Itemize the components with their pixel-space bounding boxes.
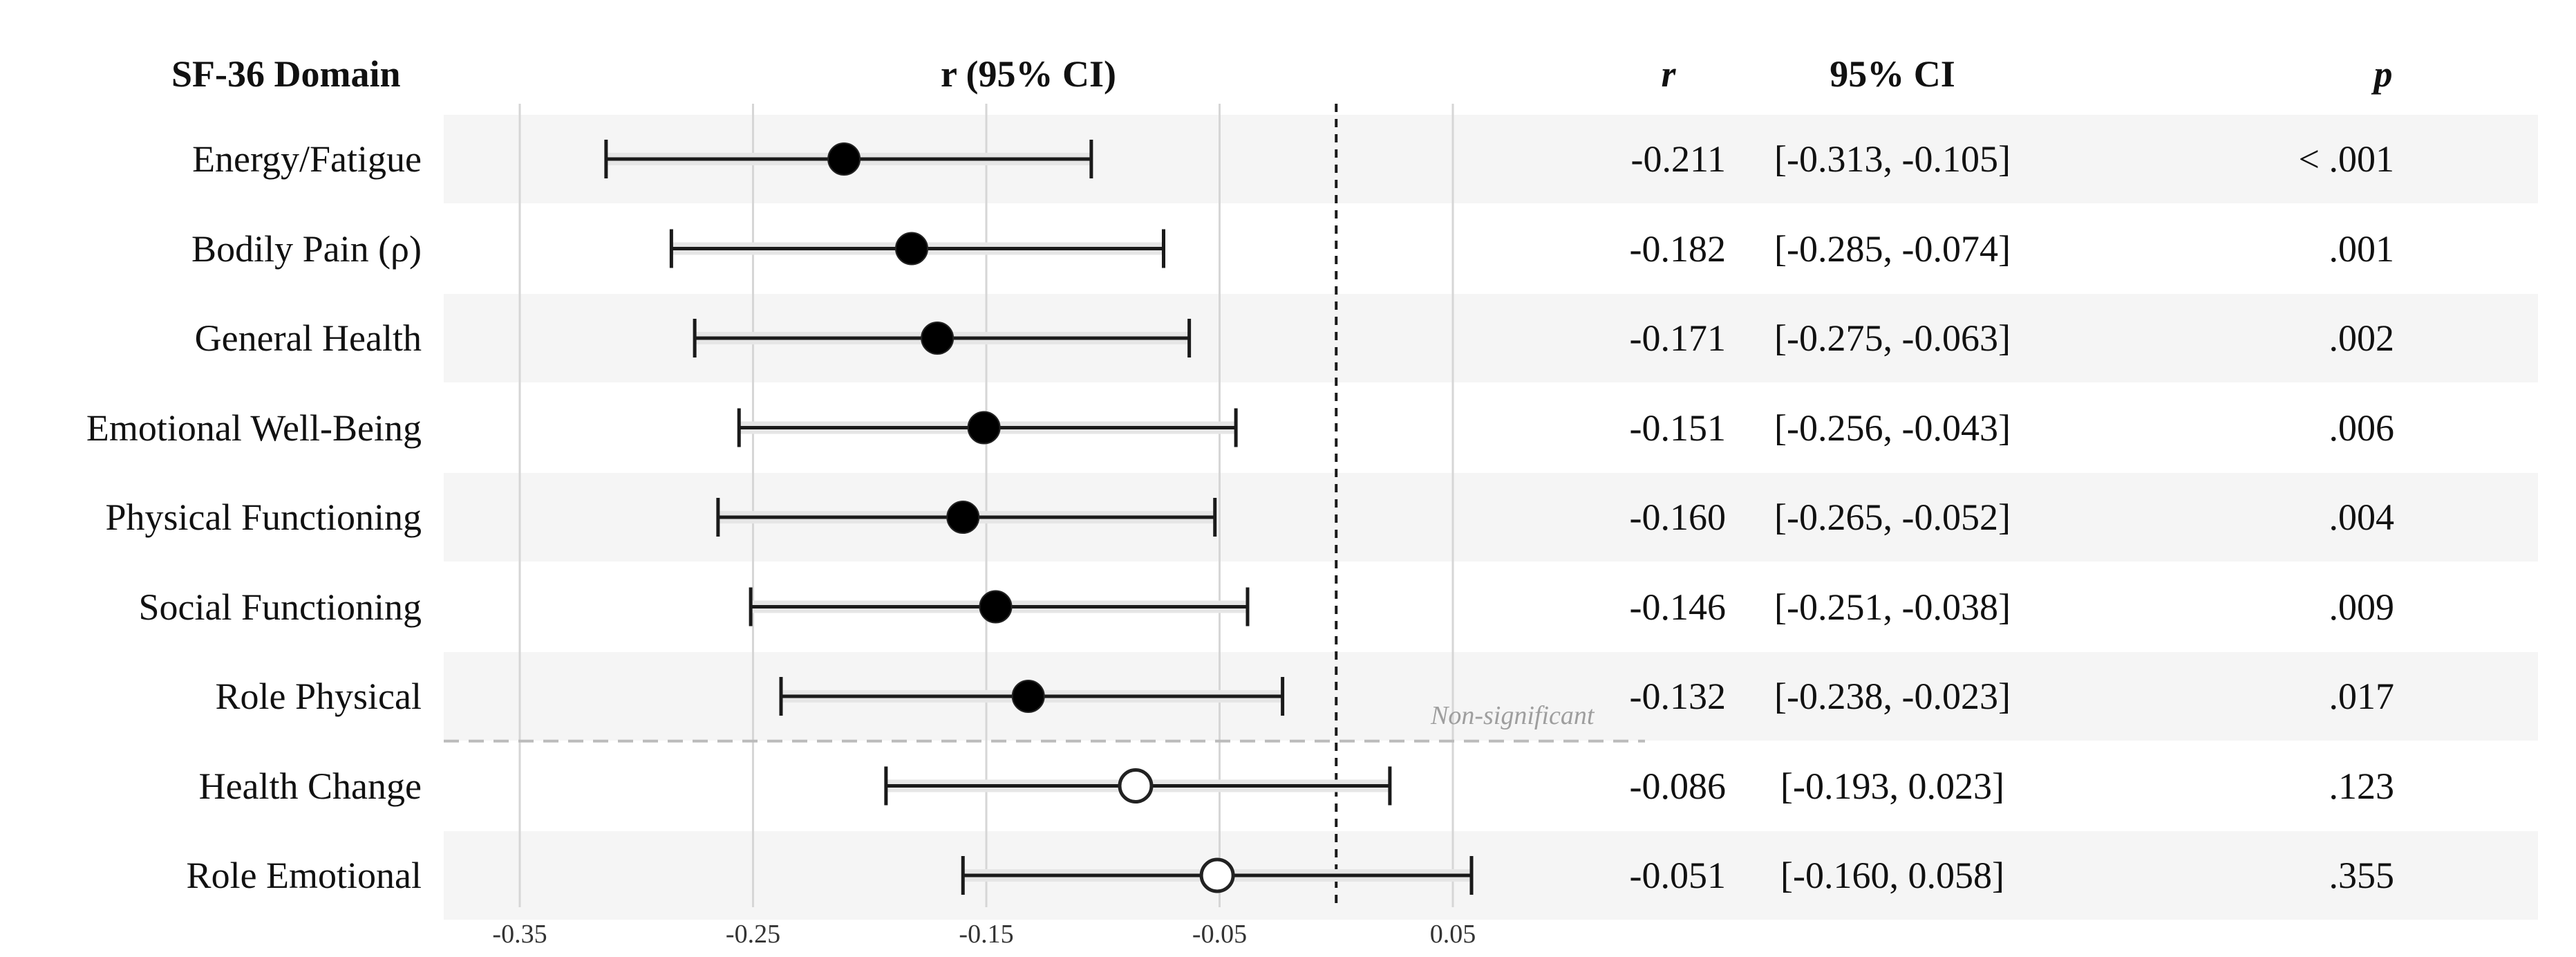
p-value: .123 [2329,765,2395,807]
point-estimate-marker-nonsignificant [1199,857,1235,893]
ci-value: [-0.193, 0.023] [1780,765,2004,807]
domain-label: Social Functioning [138,586,422,628]
point-estimate-marker [895,232,928,266]
domain-label: Physical Functioning [105,496,422,538]
p-value: .004 [2329,496,2395,538]
nonsignificant-label: Non-significant [1431,701,1595,730]
ci-value: [-0.285, -0.074] [1774,227,2011,270]
domain-label: Role Emotional [186,855,422,896]
row-band [444,831,2538,920]
x-tick-label: -0.35 [492,920,547,949]
header-95-ci: 95% CI [1830,53,1955,95]
r-value: -0.051 [1629,855,1726,896]
p-value: .001 [2329,227,2395,270]
x-tick-label: -0.15 [959,920,1014,949]
domain-label: General Health [194,317,422,359]
domain-label: Health Change [198,765,422,807]
point-estimate-marker-nonsignificant [1118,768,1154,803]
ci-value: [-0.275, -0.063] [1774,317,2011,359]
r-value: -0.171 [1629,317,1726,359]
r-value: -0.132 [1629,676,1726,717]
ci-value: [-0.265, -0.052] [1774,496,2011,538]
r-value: -0.160 [1629,496,1726,538]
point-estimate-marker [979,590,1013,624]
ci-value: [-0.160, 0.058] [1780,855,2004,896]
header-r: r [1661,53,1676,95]
header-r-ci: r (95% CI) [941,53,1116,95]
p-value: .006 [2329,407,2395,449]
point-estimate-marker [946,501,980,534]
r-value: -0.151 [1629,407,1726,449]
point-estimate-marker [1011,680,1045,713]
domain-label: Energy/Fatigue [192,138,422,180]
x-tick-label: -0.25 [725,920,781,949]
ci-value: [-0.238, -0.023] [1774,676,2011,717]
r-value: -0.146 [1629,586,1726,628]
p-value: .355 [2329,855,2395,896]
p-value: .009 [2329,586,2395,628]
r-value: -0.086 [1629,765,1726,807]
point-estimate-marker [967,411,1001,445]
r-value: -0.182 [1629,227,1726,270]
domain-label: Role Physical [215,676,422,717]
ci-value: [-0.251, -0.038] [1774,586,2011,628]
r-value: -0.211 [1630,138,1726,180]
p-value: .002 [2329,317,2395,359]
point-estimate-marker [827,142,861,176]
p-value: .017 [2329,676,2395,717]
domain-label: Bodily Pain (ρ) [191,227,422,270]
x-tick-label: -0.05 [1192,920,1248,949]
ci-value: [-0.256, -0.043] [1774,407,2011,449]
header-domain: SF-36 Domain [171,53,401,95]
domain-label: Emotional Well-Being [86,407,422,449]
ci-value: [-0.313, -0.105] [1774,138,2011,180]
point-estimate-marker [921,322,955,355]
x-tick-label: 0.05 [1429,920,1476,949]
header-p: p [2373,53,2393,95]
p-value: < .001 [2298,138,2394,180]
